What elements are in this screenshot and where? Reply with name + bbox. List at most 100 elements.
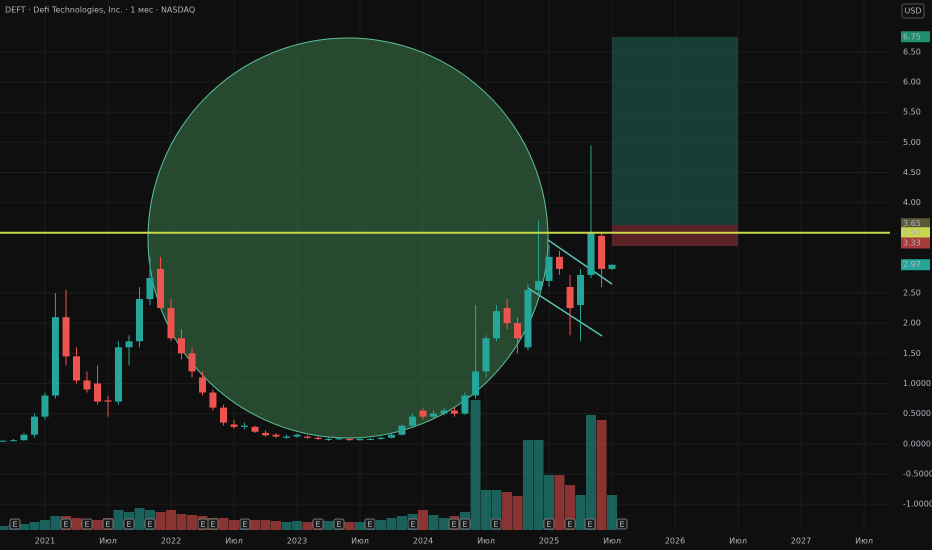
volume-bar — [155, 512, 166, 530]
volume-bar — [396, 516, 407, 530]
volume-bar — [302, 522, 313, 530]
y-tick-label: 1.50 — [903, 349, 921, 358]
earnings-marker — [312, 518, 324, 530]
earnings-label: E — [619, 520, 624, 529]
earnings-label: E — [567, 520, 572, 529]
candle-body — [303, 436, 311, 438]
earnings-label: E — [410, 520, 415, 529]
y-tick-label: 5.50 — [903, 108, 921, 117]
chart-title: DEFT · Defi Technologies, Inc. · 1 мес ·… — [5, 6, 195, 15]
candle-body — [51, 317, 59, 396]
candle-body — [314, 437, 322, 439]
price-tag — [901, 237, 930, 249]
volume-bar — [439, 518, 450, 530]
candle-layer — [0, 145, 616, 442]
price-axis — [890, 0, 932, 550]
candle-body — [31, 416, 39, 435]
earnings-marker — [364, 518, 376, 530]
earnings-marker — [60, 518, 72, 530]
volume-bar — [92, 520, 103, 530]
earnings-label: E — [336, 520, 341, 529]
earnings-marker — [239, 518, 251, 530]
earnings-marker — [407, 518, 419, 530]
drawings — [147, 37, 738, 439]
volume-bar — [565, 485, 576, 530]
x-tick-label: 2021 — [35, 537, 55, 546]
y-tick-label: 6.50 — [903, 47, 921, 56]
earnings-label: E — [546, 520, 551, 529]
volume-bar — [113, 510, 124, 530]
earnings-label: E — [105, 520, 110, 529]
x-tick-label: Июл — [351, 537, 369, 546]
y-tick-label: 4.50 — [903, 168, 921, 177]
y-tick-label: 2.50 — [903, 289, 921, 298]
x-tick-label: Июл — [603, 537, 621, 546]
earnings-marker — [207, 518, 219, 530]
x-tick-label: Июл — [99, 537, 117, 546]
volume-bar — [250, 520, 261, 530]
candle-body — [366, 438, 374, 440]
volume-bar — [270, 521, 281, 530]
candle-body — [577, 274, 585, 306]
candle-body — [409, 416, 417, 426]
earnings-marker — [102, 518, 114, 530]
volume-bar — [575, 495, 586, 530]
candle-body — [492, 311, 500, 339]
candle-body — [388, 434, 396, 438]
candle-body — [146, 277, 154, 300]
candle-body — [94, 383, 102, 402]
volume-bar — [491, 490, 502, 530]
candle-body — [566, 287, 574, 309]
volume-bar — [165, 510, 176, 530]
price-tag-label: 6.75 — [903, 32, 921, 41]
volume-bar — [386, 518, 397, 530]
candle-body — [293, 434, 301, 437]
price-tag-label: 3.50 — [903, 228, 921, 237]
candle-body — [482, 338, 490, 372]
earnings-marker — [490, 518, 502, 530]
candle-body — [125, 341, 133, 348]
earnings-label: E — [587, 520, 592, 529]
candle-body — [503, 308, 511, 324]
x-tick-label: 2023 — [287, 537, 307, 546]
y-tick-label: 1.0000 — [903, 379, 931, 388]
volume-bar — [585, 415, 596, 530]
y-tick-label: -0.5000 — [903, 469, 932, 478]
candle-body — [167, 308, 175, 339]
candle-body — [135, 299, 143, 342]
y-tick-label: 4.00 — [903, 198, 921, 207]
currency: USD — [904, 7, 921, 16]
earnings-marker — [584, 518, 596, 530]
earnings-label: E — [367, 520, 372, 529]
candle-body — [272, 434, 280, 437]
candle-body — [461, 395, 469, 414]
x-tick-label: 2025 — [539, 537, 559, 546]
x-tick-label: 2027 — [791, 537, 811, 546]
earnings-label: E — [63, 520, 68, 529]
y-tick-label: 0.5000 — [903, 409, 931, 418]
x-tick-label: 2024 — [413, 537, 433, 546]
candle-body — [555, 256, 563, 269]
candle-body — [335, 438, 343, 440]
candle-body — [514, 323, 522, 339]
candle-body — [429, 413, 437, 417]
earnings-marker — [616, 518, 628, 530]
candle-body — [62, 317, 70, 357]
earnings-marker — [333, 518, 345, 530]
volume-bar — [533, 440, 544, 530]
earnings-label: E — [126, 520, 131, 529]
candle-body — [251, 426, 259, 432]
x-tick-label: Июл — [477, 537, 495, 546]
price-tag-label: 3.65 — [903, 219, 921, 228]
x-tick-label: Июл — [225, 537, 243, 546]
earnings-label: E — [147, 520, 152, 529]
target-zone — [612, 37, 738, 225]
price-tag — [901, 218, 930, 230]
candle-body — [0, 440, 7, 442]
candle-body — [472, 371, 480, 396]
candle-body — [524, 290, 532, 348]
earnings-label: E — [12, 520, 17, 529]
volume-bar — [512, 496, 523, 530]
